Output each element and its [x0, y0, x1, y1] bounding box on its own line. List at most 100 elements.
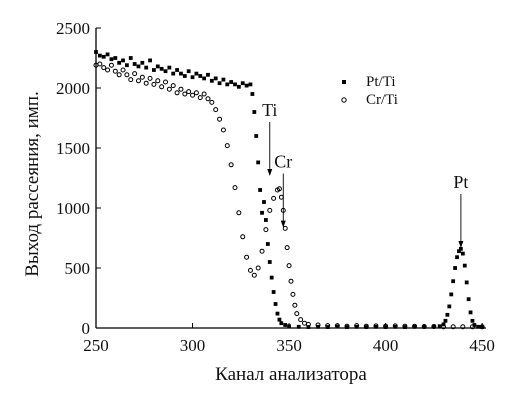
- data-point: [221, 77, 226, 82]
- data-point: [453, 266, 458, 270]
- data-point: [256, 160, 261, 165]
- data-point: [117, 60, 122, 65]
- x-tick-label: 350: [276, 336, 302, 355]
- data-point: [108, 62, 114, 68]
- x-ticks: 250 300 350 400 450: [83, 323, 495, 355]
- data-point: [469, 324, 475, 330]
- data-point: [298, 317, 304, 323]
- data-point: [472, 323, 477, 327]
- data-point: [354, 324, 359, 329]
- data-point: [305, 321, 311, 327]
- data-point: [445, 312, 450, 317]
- data-point: [288, 278, 294, 284]
- data-point: [213, 76, 218, 81]
- data-point: [383, 325, 388, 329]
- data-point: [166, 86, 172, 92]
- data-point: [228, 162, 234, 168]
- data-point: [213, 107, 219, 113]
- annotation-ti: Ti: [262, 100, 277, 176]
- annotation-label: Ti: [262, 100, 277, 120]
- data-point: [170, 83, 176, 89]
- data-point: [271, 290, 276, 294]
- data-point: [159, 66, 164, 71]
- data-point: [236, 210, 242, 216]
- data-point: [364, 325, 369, 329]
- data-point: [422, 324, 427, 329]
- data-point: [112, 68, 118, 74]
- annotation-cr: Cr: [274, 152, 292, 228]
- data-point: [278, 194, 284, 200]
- legend-label-cr-ti: Cr/Ti: [366, 92, 398, 108]
- data-point: [265, 242, 270, 246]
- data-point: [294, 311, 300, 317]
- data-point: [244, 83, 249, 88]
- data-point: [175, 68, 179, 72]
- data-point: [101, 54, 106, 59]
- series-layer: [93, 50, 485, 330]
- y-axis-title: Выход рассеяния, имп.: [22, 91, 43, 276]
- annotation-label: Cr: [274, 152, 292, 172]
- y-tick-label: 1000: [56, 199, 90, 218]
- plot-area: 250 300 350 400 450 0 500 1000 1500 2000 2500 Ti C…: [56, 19, 495, 355]
- data-point: [252, 110, 257, 114]
- data-point: [205, 96, 211, 102]
- data-point: [201, 91, 207, 97]
- data-point: [251, 272, 257, 278]
- data-point: [431, 324, 437, 330]
- x-tick-label: 300: [180, 336, 206, 355]
- annotation-pt: Pt: [453, 172, 468, 248]
- data-point: [209, 78, 214, 83]
- data-point: [267, 207, 273, 213]
- data-point: [443, 318, 448, 323]
- y-tick-label: 1500: [56, 139, 90, 158]
- data-point: [296, 324, 301, 329]
- y-ticks: 0 500 1000 1500 2000 2500: [56, 19, 101, 338]
- data-point: [451, 279, 456, 284]
- data-point: [476, 324, 481, 329]
- data-point: [459, 246, 463, 251]
- data-point: [259, 248, 265, 254]
- data-point: [292, 302, 298, 308]
- data-point: [151, 81, 157, 87]
- data-point: [403, 325, 407, 329]
- data-point: [480, 325, 485, 329]
- data-point: [236, 84, 241, 89]
- data-point: [393, 324, 398, 329]
- data-point: [290, 291, 296, 297]
- annotation-arrow-head: [267, 169, 273, 176]
- data-point: [421, 324, 427, 330]
- data-point: [286, 263, 292, 269]
- data-point: [155, 64, 160, 69]
- data-point: [220, 127, 226, 133]
- x-tick-label: 250: [83, 336, 109, 355]
- data-point: [132, 62, 137, 66]
- data-point: [143, 80, 149, 86]
- data-point: [197, 95, 203, 101]
- y-tick-label: 2500: [56, 19, 90, 38]
- data-point: [254, 134, 259, 138]
- data-point: [437, 324, 442, 329]
- data-point: [233, 82, 237, 87]
- data-point: [441, 324, 447, 330]
- data-point: [144, 65, 149, 70]
- data-point: [178, 86, 184, 92]
- data-point: [116, 72, 122, 78]
- data-point: [159, 84, 165, 90]
- data-point: [277, 317, 282, 322]
- data-point: [179, 71, 183, 76]
- data-point: [412, 324, 417, 329]
- data-point: [229, 80, 234, 84]
- data-point: [431, 324, 436, 329]
- data-point: [124, 63, 129, 68]
- data-point: [105, 67, 111, 73]
- data-point: [402, 323, 408, 329]
- data-point: [109, 57, 114, 62]
- data-point: [139, 74, 145, 80]
- data-point: [140, 60, 145, 65]
- data-point: [186, 69, 191, 74]
- data-point: [255, 265, 261, 271]
- data-point: [135, 78, 141, 84]
- annotation-label: Pt: [453, 172, 468, 192]
- data-point: [383, 323, 389, 329]
- data-point: [457, 249, 461, 254]
